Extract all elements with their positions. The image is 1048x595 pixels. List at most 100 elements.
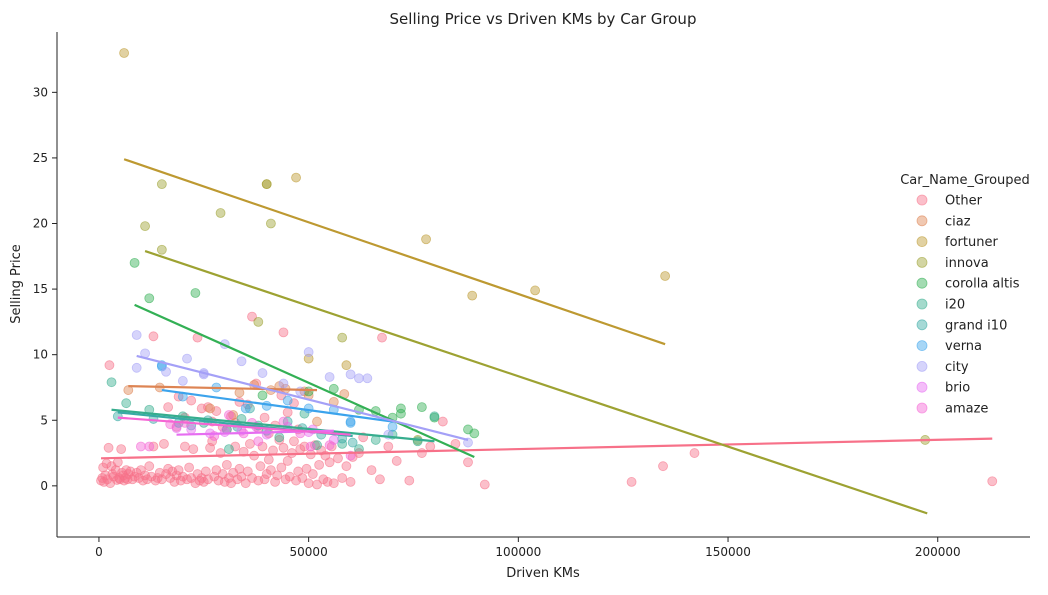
legend-label: corolla altis	[945, 277, 1020, 292]
data-point	[144, 293, 155, 304]
legend-marker	[916, 194, 928, 206]
legend-label: brio	[945, 381, 970, 396]
data-point	[278, 442, 289, 453]
x-tick-label: 200000	[915, 545, 961, 559]
data-point	[276, 462, 287, 473]
legend-marker	[916, 215, 928, 227]
data-point	[215, 208, 226, 218]
data-point	[289, 436, 299, 447]
data-point	[274, 435, 285, 445]
legend-marker	[916, 340, 928, 352]
data-point	[224, 410, 234, 420]
data-point	[303, 478, 314, 489]
data-point	[362, 373, 373, 384]
x-tick-label: 50000	[290, 545, 328, 559]
data-point	[345, 369, 356, 380]
data-point	[383, 441, 394, 452]
trend-line-innova	[144, 250, 928, 515]
data-point	[467, 290, 478, 301]
data-point	[416, 448, 427, 458]
data-point	[200, 466, 211, 477]
legend-marker	[916, 360, 928, 372]
data-point	[144, 461, 155, 472]
data-point	[278, 416, 289, 427]
data-point	[257, 368, 268, 378]
data-point	[207, 436, 218, 447]
legend-label: verna	[945, 339, 982, 354]
data-point	[429, 411, 440, 422]
legend-marker	[916, 298, 928, 310]
data-point	[156, 179, 167, 190]
data-point	[240, 403, 251, 414]
legend: Car_Name_Grouped Other ciaz fortuner innova…	[900, 173, 1030, 417]
legend-marker	[916, 277, 928, 289]
data-point	[375, 474, 385, 485]
trend-line-verna	[161, 389, 393, 423]
data-point	[247, 473, 257, 483]
legend-label: city	[945, 360, 969, 375]
y-tick-label: 15	[33, 282, 48, 296]
y-tick-label: 20	[33, 217, 48, 231]
legend-label: Other	[945, 194, 983, 209]
data-point	[190, 288, 201, 298]
legend-item-innova: innova	[916, 256, 989, 271]
data-point	[240, 478, 251, 489]
legend-item-grand-i10: grand i10	[916, 318, 1007, 333]
data-point	[186, 395, 197, 406]
legend-item-other: Other	[916, 194, 983, 209]
data-point	[328, 478, 339, 489]
data-point	[337, 438, 348, 449]
data-point	[203, 474, 213, 485]
data-point	[188, 444, 199, 455]
legend-marker	[916, 319, 928, 331]
data-point	[303, 347, 314, 357]
data-point	[272, 470, 283, 481]
series-other	[96, 311, 998, 490]
legend-label: ciaz	[945, 214, 971, 229]
data-point	[341, 461, 352, 472]
data-point	[341, 360, 352, 371]
legend-label: innova	[945, 256, 989, 271]
data-point	[347, 437, 358, 448]
data-point	[404, 475, 415, 486]
data-point	[297, 473, 308, 483]
data-point	[131, 362, 142, 373]
trend-line-i20	[111, 408, 435, 443]
data-point	[412, 436, 423, 447]
data-point	[253, 436, 264, 447]
data-point	[205, 403, 215, 414]
legend-item-fortuner: fortuner	[916, 235, 998, 250]
data-point	[263, 454, 274, 465]
legend-label: i20	[945, 298, 965, 313]
legend-item-brio: brio	[916, 381, 970, 396]
data-point	[301, 463, 312, 474]
data-point	[257, 390, 268, 401]
x-tick-label: 150000	[705, 545, 751, 559]
data-point	[295, 386, 306, 397]
legend-item-verna: verna	[916, 339, 982, 354]
series-i20	[106, 377, 440, 455]
data-point	[140, 221, 150, 232]
data-point	[161, 366, 171, 377]
data-point	[658, 461, 668, 472]
data-point	[265, 218, 276, 229]
data-point	[177, 376, 188, 386]
data-point	[159, 438, 169, 449]
y-tick-label: 0	[40, 479, 48, 493]
data-point	[119, 48, 130, 58]
legend-label: amaze	[945, 402, 988, 417]
data-point	[103, 442, 114, 453]
data-point	[987, 476, 998, 487]
data-point	[131, 330, 142, 340]
trend-line-fortuner	[123, 158, 666, 346]
legend-item-ciaz: ciaz	[916, 214, 971, 229]
data-point	[421, 234, 431, 245]
legend-item-amaze: amaze	[916, 402, 988, 417]
x-axis-ticks: 0 50000 100000 150000 200000	[95, 537, 961, 559]
y-tick-label: 10	[33, 348, 48, 362]
data-point	[354, 373, 364, 384]
x-tick-label: 100000	[495, 545, 541, 559]
data-point	[324, 372, 335, 382]
